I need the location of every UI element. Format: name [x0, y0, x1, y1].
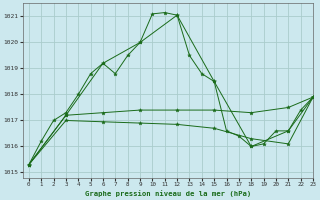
X-axis label: Graphe pression niveau de la mer (hPa): Graphe pression niveau de la mer (hPa)	[85, 190, 251, 197]
